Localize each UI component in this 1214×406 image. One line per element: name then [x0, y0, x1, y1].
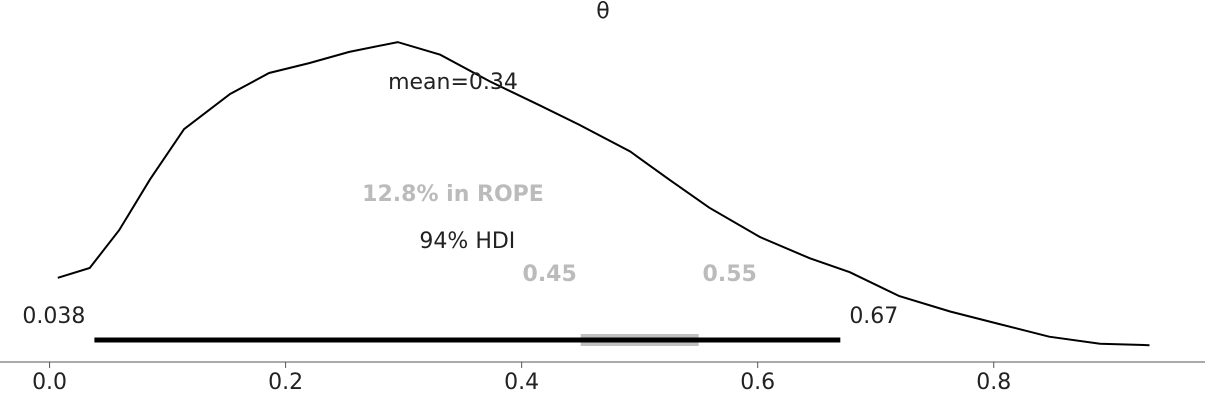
x-tick-label: 0.2	[268, 370, 303, 395]
x-tick-label: 0.4	[504, 370, 539, 395]
hdi-high-label: 0.67	[849, 304, 898, 329]
hdi-label: 94% HDI	[419, 229, 515, 254]
rope-label: 12.8% in ROPE	[362, 182, 544, 207]
x-tick-label: 0.6	[740, 370, 775, 395]
x-tick-label: 0.8	[976, 370, 1011, 395]
rope-high-label: 0.55	[703, 262, 757, 287]
density-line	[57, 41, 1150, 347]
point-estimate-label: mean=0.34	[388, 70, 518, 95]
chart-title: θ	[596, 0, 609, 24]
x-tick-label: 0.0	[32, 370, 67, 395]
rope-low-label: 0.45	[523, 262, 577, 287]
hdi-low-label: 0.038	[22, 304, 85, 329]
